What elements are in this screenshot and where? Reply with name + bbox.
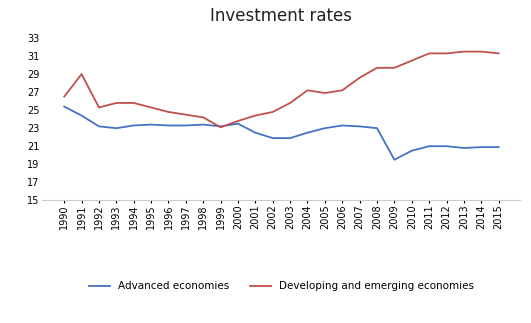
- Advanced economies: [495, 145, 502, 149]
- Developing and emerging economies: [148, 106, 155, 109]
- Advanced economies: [304, 131, 311, 135]
- Line: Developing and emerging economies: Developing and emerging economies: [64, 52, 499, 127]
- Developing and emerging economies: [443, 51, 450, 55]
- Advanced economies: [131, 123, 137, 127]
- Developing and emerging economies: [200, 115, 207, 119]
- Advanced economies: [96, 124, 102, 128]
- Advanced economies: [148, 123, 155, 127]
- Advanced economies: [79, 114, 85, 118]
- Advanced economies: [374, 126, 380, 130]
- Developing and emerging economies: [391, 66, 398, 70]
- Developing and emerging economies: [252, 114, 259, 118]
- Developing and emerging economies: [235, 119, 241, 123]
- Legend: Advanced economies, Developing and emerging economies: Advanced economies, Developing and emerg…: [89, 281, 474, 291]
- Developing and emerging economies: [79, 72, 85, 76]
- Title: Investment rates: Investment rates: [210, 7, 353, 25]
- Developing and emerging economies: [356, 76, 363, 80]
- Advanced economies: [426, 144, 432, 148]
- Developing and emerging economies: [165, 110, 172, 114]
- Developing and emerging economies: [113, 101, 119, 105]
- Advanced economies: [113, 126, 119, 130]
- Developing and emerging economies: [495, 51, 502, 55]
- Advanced economies: [408, 149, 415, 153]
- Advanced economies: [339, 123, 346, 127]
- Developing and emerging economies: [304, 89, 311, 92]
- Advanced economies: [61, 105, 67, 109]
- Advanced economies: [252, 131, 259, 135]
- Advanced economies: [183, 123, 189, 127]
- Advanced economies: [356, 124, 363, 128]
- Developing and emerging economies: [183, 113, 189, 117]
- Advanced economies: [461, 146, 467, 150]
- Advanced economies: [478, 145, 484, 149]
- Developing and emerging economies: [96, 106, 102, 109]
- Developing and emerging economies: [322, 91, 328, 95]
- Advanced economies: [270, 136, 276, 140]
- Developing and emerging economies: [287, 101, 293, 105]
- Developing and emerging economies: [270, 110, 276, 114]
- Advanced economies: [165, 123, 172, 127]
- Advanced economies: [391, 158, 398, 162]
- Line: Advanced economies: Advanced economies: [64, 107, 499, 160]
- Developing and emerging economies: [426, 51, 432, 55]
- Developing and emerging economies: [339, 89, 346, 92]
- Developing and emerging economies: [408, 59, 415, 63]
- Developing and emerging economies: [217, 125, 224, 129]
- Advanced economies: [217, 124, 224, 128]
- Developing and emerging economies: [131, 101, 137, 105]
- Developing and emerging economies: [61, 95, 67, 99]
- Developing and emerging economies: [461, 50, 467, 54]
- Advanced economies: [287, 136, 293, 140]
- Advanced economies: [322, 126, 328, 130]
- Developing and emerging economies: [374, 66, 380, 70]
- Advanced economies: [235, 122, 241, 126]
- Developing and emerging economies: [478, 50, 484, 54]
- Advanced economies: [200, 123, 207, 127]
- Advanced economies: [443, 144, 450, 148]
